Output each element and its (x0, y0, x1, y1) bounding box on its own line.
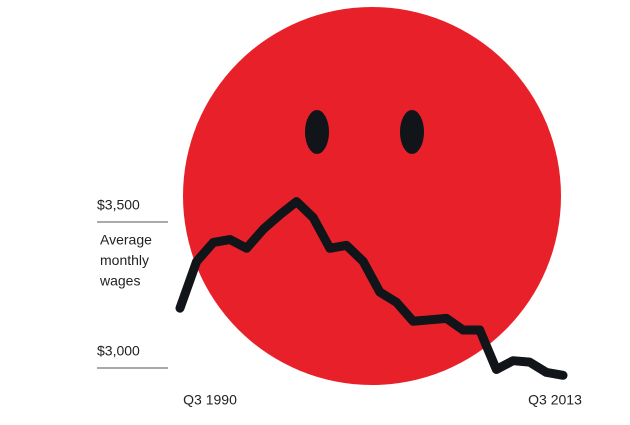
wage-line (175, 197, 568, 380)
y-axis-label: monthly (100, 252, 149, 268)
left-eye (305, 110, 329, 154)
y-tick-label: $3,500 (97, 197, 140, 213)
x-tick-label: Q3 1990 (183, 392, 237, 408)
y-tick-label: $3,000 (97, 343, 140, 359)
x-tick-label: Q3 2013 (528, 392, 582, 408)
sad-face (183, 7, 561, 385)
y-axis-label: Average (100, 232, 152, 248)
right-eye (400, 110, 424, 154)
y-axis-label: wages (99, 273, 140, 289)
